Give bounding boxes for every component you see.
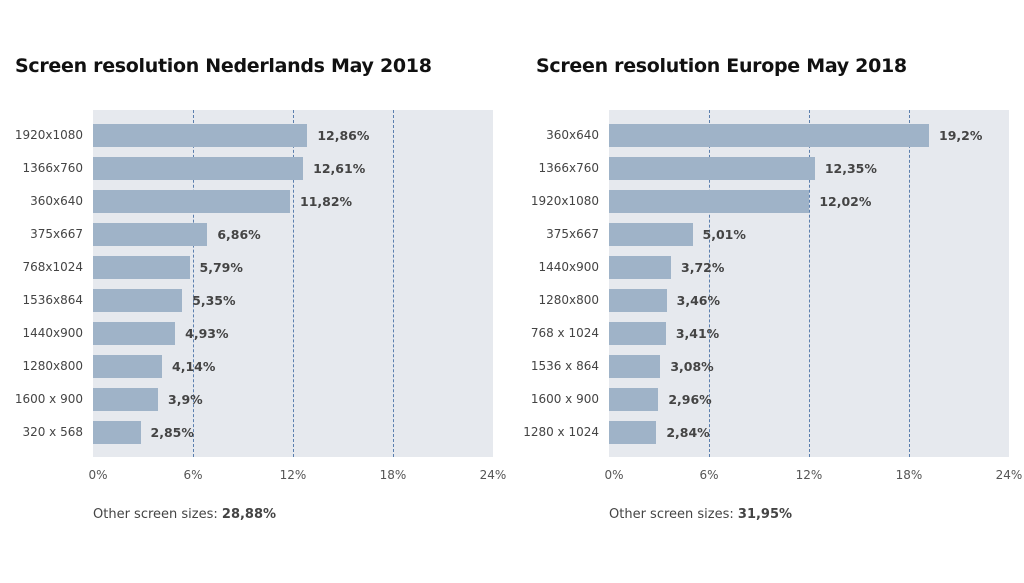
value-label: 3,72% xyxy=(681,260,725,275)
value-label: 5,79% xyxy=(199,260,243,275)
value-label: 2,96% xyxy=(668,392,712,407)
plot-area: 19,2% 12,35% 12,02% 5,01% 3,72% 3,46% 3,41% 3,0… xyxy=(609,110,1009,457)
bar xyxy=(93,223,208,246)
x-tick-label: 18% xyxy=(379,468,407,482)
value-label: 12,35% xyxy=(824,161,877,176)
category-label: 768 x 1024 xyxy=(530,326,599,340)
x-tick-label: 6% xyxy=(183,468,203,482)
bar xyxy=(93,421,141,444)
category-label: 375x667 xyxy=(546,227,599,241)
value-label: 11,82% xyxy=(300,194,353,209)
bar xyxy=(609,421,657,444)
value-label: 3,9% xyxy=(168,392,203,407)
value-label: 2,84% xyxy=(666,425,710,440)
gridline xyxy=(709,110,710,457)
gridline xyxy=(193,110,194,457)
category-label: 320 x 568 xyxy=(22,425,83,439)
x-tick-label: 18% xyxy=(895,468,923,482)
category-label: 1366x760 xyxy=(22,161,83,175)
category-label: 768x1024 xyxy=(22,260,83,274)
plot-area: 12,86% 12,61% 11,82% 6,86% 5,79% 5,35% 4,93% 4,… xyxy=(93,110,493,457)
chart-0: Screen resolution Nederlands May 2018 12,… xyxy=(14,55,507,522)
chart-1: Screen resolution Europe May 2018 19,2% 12… xyxy=(516,0,1024,583)
bar xyxy=(609,388,659,411)
x-tick-label: 0% xyxy=(88,468,108,482)
chart-title: Screen resolution Europe May 2018 xyxy=(536,55,907,77)
x-tick-label: 24% xyxy=(995,468,1023,482)
gridline xyxy=(909,110,910,457)
gridline xyxy=(293,110,294,457)
x-tick-label: 0% xyxy=(604,468,624,482)
category-label: 1600 x 900 xyxy=(530,392,599,406)
bar xyxy=(609,124,929,147)
category-label: 1366x760 xyxy=(538,161,599,175)
value-label: 3,41% xyxy=(675,326,720,341)
other-sizes-value: 31,95% xyxy=(737,507,793,522)
bar xyxy=(93,256,190,279)
other-sizes-value: 28,88% xyxy=(221,507,277,522)
value-label: 5,01% xyxy=(702,227,746,242)
bar xyxy=(93,388,158,411)
value-label: 12,86% xyxy=(317,128,370,143)
chart-title: Screen resolution Nederlands May 2018 xyxy=(15,55,432,77)
bar xyxy=(93,289,183,312)
category-label: 1280x800 xyxy=(538,293,599,307)
bar xyxy=(609,355,661,378)
value-label: 3,08% xyxy=(670,359,714,374)
bar xyxy=(93,157,304,180)
category-label: 1536 x 864 xyxy=(530,359,599,373)
category-label: 1440x900 xyxy=(22,326,83,340)
value-label: 6,86% xyxy=(217,227,261,242)
category-label: 1536x864 xyxy=(22,293,83,307)
value-label: 4,14% xyxy=(172,359,216,374)
value-label: 12,02% xyxy=(819,194,872,209)
category-label: 375x667 xyxy=(30,227,83,241)
other-sizes-note: Other screen sizes: 31,95% xyxy=(609,507,792,522)
category-label: 1280x800 xyxy=(22,359,83,373)
bar xyxy=(93,322,176,345)
bar xyxy=(93,355,162,378)
x-tick-label: 12% xyxy=(279,468,307,482)
bar xyxy=(93,124,308,147)
value-label: 4,93% xyxy=(185,326,229,341)
bar xyxy=(609,322,666,345)
bar xyxy=(609,190,810,213)
bar xyxy=(609,256,671,279)
other-sizes-label: Other screen sizes: xyxy=(609,507,734,522)
value-label: 3,46% xyxy=(676,293,721,308)
bar xyxy=(609,157,815,180)
category-label: 1920x1080 xyxy=(530,194,599,208)
other-sizes-note: Other screen sizes: 28,88% xyxy=(93,507,276,522)
bar xyxy=(93,190,290,213)
bar xyxy=(609,223,693,246)
category-label: 1280 x 1024 xyxy=(523,425,599,439)
value-label: 12,61% xyxy=(313,161,366,176)
x-tick-label: 6% xyxy=(699,468,719,482)
category-label: 1440x900 xyxy=(538,260,599,274)
bar xyxy=(609,289,667,312)
x-tick-label: 12% xyxy=(795,468,823,482)
gridline xyxy=(393,110,394,457)
value-label: 19,2% xyxy=(939,128,983,143)
value-label: 2,85% xyxy=(150,425,194,440)
category-label: 1920x1080 xyxy=(14,128,83,142)
x-tick-label: 24% xyxy=(479,468,507,482)
category-label: 1600 x 900 xyxy=(14,392,83,406)
value-label: 5,35% xyxy=(192,293,236,308)
category-label: 360x640 xyxy=(546,128,599,142)
other-sizes-label: Other screen sizes: xyxy=(93,507,218,522)
gridline xyxy=(809,110,810,457)
category-label: 360x640 xyxy=(30,194,83,208)
